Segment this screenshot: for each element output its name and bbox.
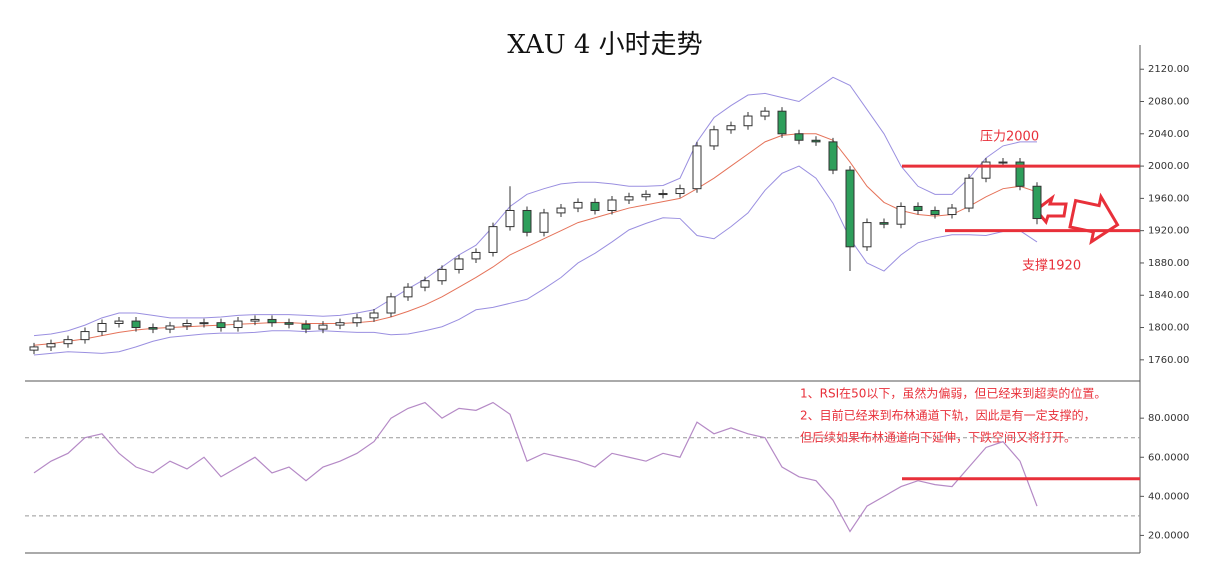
- candle-body: [165, 325, 175, 330]
- candle-body: [862, 222, 872, 248]
- y-tick-label: 1880.00: [1148, 258, 1189, 269]
- candle-body: [29, 346, 39, 351]
- band-middle: [33, 133, 1038, 346]
- candle-body: [624, 196, 634, 201]
- candle-body: [148, 327, 158, 330]
- y-tick-label: 40.0000: [1148, 491, 1189, 502]
- candle-body: [947, 207, 957, 216]
- candle-body: [539, 212, 549, 233]
- arrow: [1068, 192, 1120, 245]
- y-tick-label: 1760.00: [1148, 355, 1189, 366]
- candle-body: [1032, 185, 1042, 220]
- candle-body: [46, 343, 56, 348]
- candle-body: [250, 318, 260, 322]
- candle-body: [403, 286, 413, 298]
- candle-body: [63, 339, 73, 345]
- y-tick-label: 1800.00: [1148, 323, 1189, 334]
- candle-body: [607, 199, 617, 211]
- candle-body: [386, 296, 396, 314]
- chart-title: XAU 4 小时走势: [507, 30, 702, 60]
- y-tick-label: 2000.00: [1148, 161, 1189, 172]
- candle-body: [573, 201, 583, 209]
- annotation: 2、目前已经来到布林通道下轨，因此是有一定支撑的，: [800, 408, 1096, 423]
- y-tick-label: 1960.00: [1148, 193, 1189, 204]
- candle-body: [488, 226, 498, 253]
- candle-body: [777, 110, 787, 135]
- candle-body: [284, 322, 294, 325]
- candle-body: [267, 318, 277, 324]
- annotation: 支撑1920: [1022, 259, 1081, 274]
- candle-body: [913, 205, 923, 211]
- candle-body: [658, 193, 668, 196]
- candle-body: [335, 322, 345, 326]
- candle-body: [811, 139, 821, 143]
- y-tick-label: 2120.00: [1148, 64, 1189, 75]
- candle-body: [1015, 161, 1025, 187]
- candle-body: [437, 268, 447, 282]
- y-tick-label: 1920.00: [1148, 226, 1189, 237]
- candle-body: [709, 129, 719, 147]
- candle-body: [879, 222, 889, 225]
- candle-body: [998, 161, 1008, 164]
- candle-body: [420, 280, 430, 288]
- candle-body: [981, 161, 991, 179]
- candle-body: [233, 320, 243, 329]
- y-tick-label: 2040.00: [1148, 129, 1189, 140]
- y-tick-label: 1840.00: [1148, 290, 1189, 301]
- band-lower: [33, 165, 1038, 356]
- candle-body: [114, 320, 124, 324]
- candle-body: [131, 320, 141, 329]
- candle-body: [896, 205, 906, 225]
- candle-body: [471, 251, 481, 260]
- candle-body: [675, 188, 685, 195]
- candle-body: [454, 258, 464, 270]
- candle-body: [522, 209, 532, 233]
- y-tick-label: 2080.00: [1148, 97, 1189, 108]
- candle-body: [964, 177, 974, 209]
- y-tick-label: 80.0000: [1148, 413, 1189, 424]
- candle-body: [590, 201, 600, 211]
- candle-body: [216, 322, 226, 329]
- candle-body: [726, 125, 736, 131]
- candle-body: [301, 323, 311, 330]
- band-upper: [33, 76, 1037, 337]
- candle-body: [505, 209, 515, 228]
- candle-body: [556, 207, 566, 214]
- candle-body: [743, 115, 753, 127]
- rsi-line: [33, 401, 1038, 533]
- candle-body: [794, 133, 804, 141]
- candle-body: [97, 322, 107, 333]
- annotation: 但后续如果布林通道向下延伸，下跌空间又将打开。: [800, 430, 1076, 445]
- y-tick-label: 20.0000: [1148, 530, 1189, 541]
- y-tick-label: 60.0000: [1148, 452, 1189, 463]
- candle-body: [318, 324, 328, 330]
- candle-body: [80, 331, 90, 341]
- candle-body: [182, 322, 192, 327]
- arrow: [1033, 193, 1068, 226]
- annotation: 压力2000: [980, 130, 1039, 145]
- candle-body: [641, 193, 651, 198]
- candle-body: [369, 312, 379, 319]
- candle-body: [352, 317, 362, 324]
- candle-body: [199, 322, 209, 325]
- candle-body: [930, 209, 940, 216]
- candle-body: [692, 145, 702, 190]
- annotation: 1、RSI在50以下，虽然为偏弱，但已经来到超卖的位置。: [800, 386, 1106, 401]
- candle-body: [845, 169, 855, 248]
- candle-body: [828, 141, 838, 171]
- candle-body: [760, 110, 770, 117]
